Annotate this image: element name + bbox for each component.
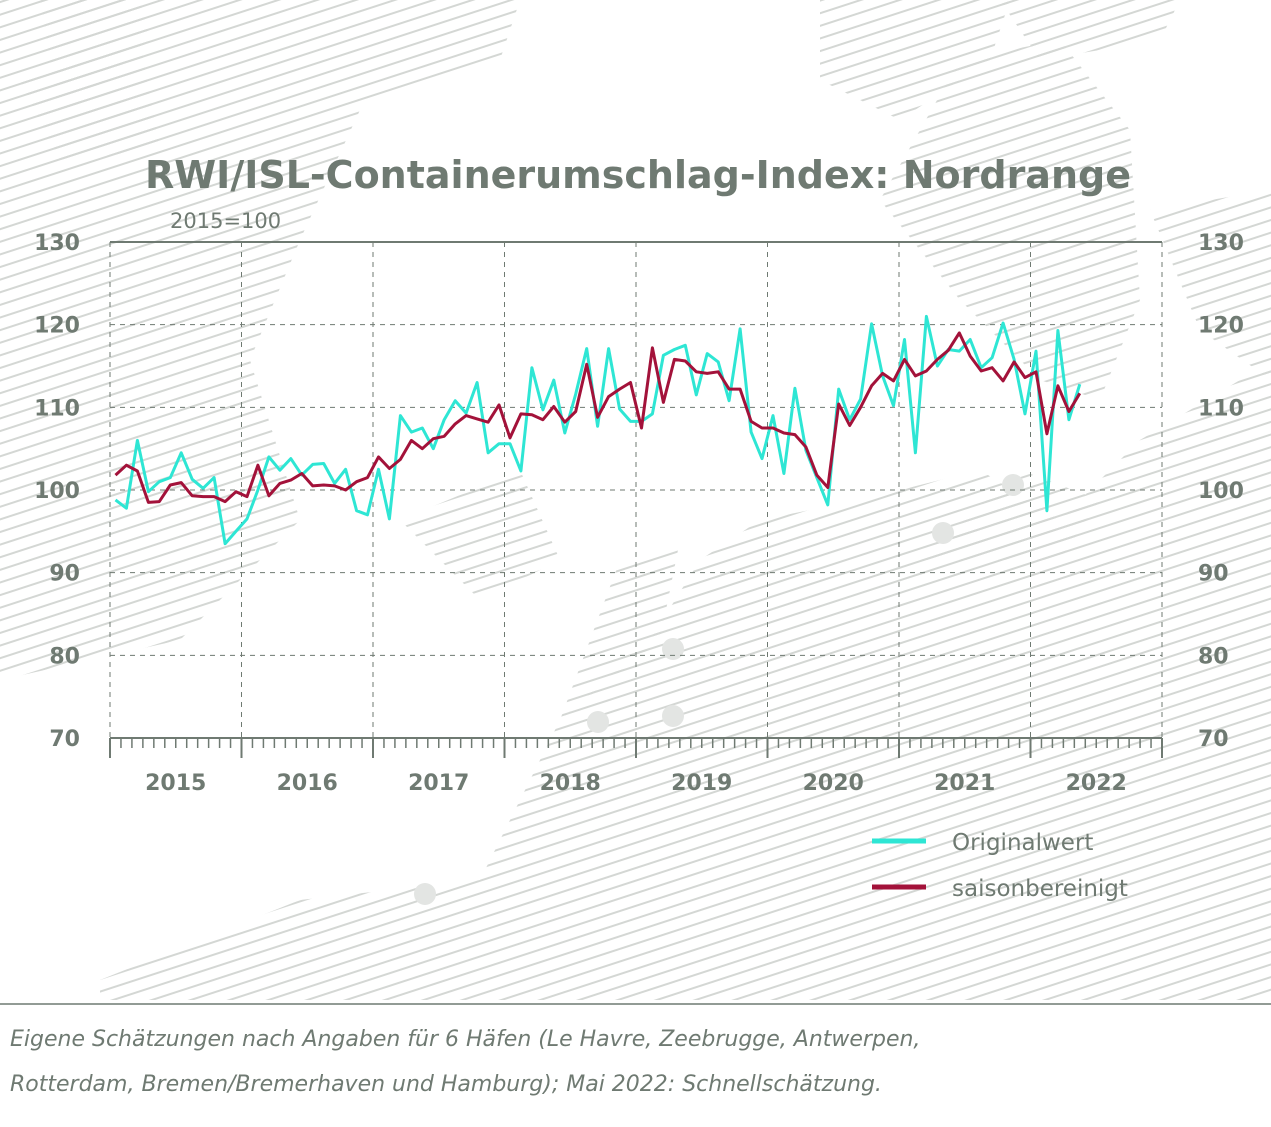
- y-tick-label-left: 120: [34, 314, 80, 339]
- background-map-silhouette: [0, 0, 1271, 1000]
- legend-label-original: Originalwert: [952, 830, 1093, 856]
- y-tick-label-right: 70: [1198, 727, 1229, 752]
- port-dot: [414, 883, 436, 905]
- y-tick-label-left: 100: [34, 479, 80, 504]
- footnote-line-1: Eigene Schätzungen nach Angaben für 6 Hä…: [10, 1027, 920, 1052]
- x-tick-label-year: 2019: [671, 771, 732, 796]
- y-tick-label-right: 80: [1198, 644, 1229, 669]
- port-dot: [662, 705, 684, 727]
- y-tick-label-right: 90: [1198, 562, 1229, 587]
- x-tick-label-year: 2018: [540, 771, 601, 796]
- port-dot: [1002, 474, 1024, 496]
- chart-subtitle: 2015=100: [170, 209, 281, 233]
- y-tick-label-left: 80: [49, 644, 80, 669]
- port-dot: [662, 638, 684, 660]
- x-tick-label-year: 2022: [1066, 771, 1127, 796]
- x-tick-label-year: 2017: [408, 771, 469, 796]
- y-tick-label-left: 130: [34, 231, 80, 256]
- port-dot: [932, 522, 954, 544]
- x-tick-label-year: 2020: [803, 771, 864, 796]
- y-tick-label-left: 70: [49, 727, 80, 752]
- x-tick-label-year: 2016: [277, 771, 338, 796]
- x-tick-label-year: 2015: [145, 771, 206, 796]
- footnote-line-2: Rotterdam, Bremen/Bremerhaven und Hambur…: [10, 1072, 882, 1097]
- y-axis-left-labels: 130 120 110 100 90 80 70: [34, 231, 80, 752]
- series-line-adjusted: [114, 331, 1082, 504]
- legend: Originalwert saisonbereinigt: [872, 830, 1128, 902]
- y-tick-label-right: 110: [1198, 396, 1244, 421]
- series-lines: [114, 314, 1082, 546]
- chart-title: RWI/ISL-Containerumschlag-Index: Nordran…: [145, 153, 1131, 197]
- legend-label-adjusted: saisonbereinigt: [952, 876, 1128, 902]
- y-tick-label-left: 110: [34, 396, 80, 421]
- x-axis-year-labels: 2015 2016 2017 2018 2019 2020 2021 2022: [145, 771, 1127, 796]
- x-tick-label-year: 2021: [934, 771, 995, 796]
- y-tick-label-right: 120: [1198, 314, 1244, 339]
- port-dot: [587, 711, 609, 733]
- y-tick-label-left: 90: [49, 562, 80, 587]
- grid-lines: [109, 241, 1163, 738]
- y-axis-right-labels: 130 120 110 100 90 80 70: [1198, 231, 1244, 752]
- x-axis: [109, 737, 1163, 758]
- series-line-original: [114, 314, 1082, 546]
- y-tick-label-right: 130: [1198, 231, 1244, 256]
- y-tick-label-right: 100: [1198, 479, 1244, 504]
